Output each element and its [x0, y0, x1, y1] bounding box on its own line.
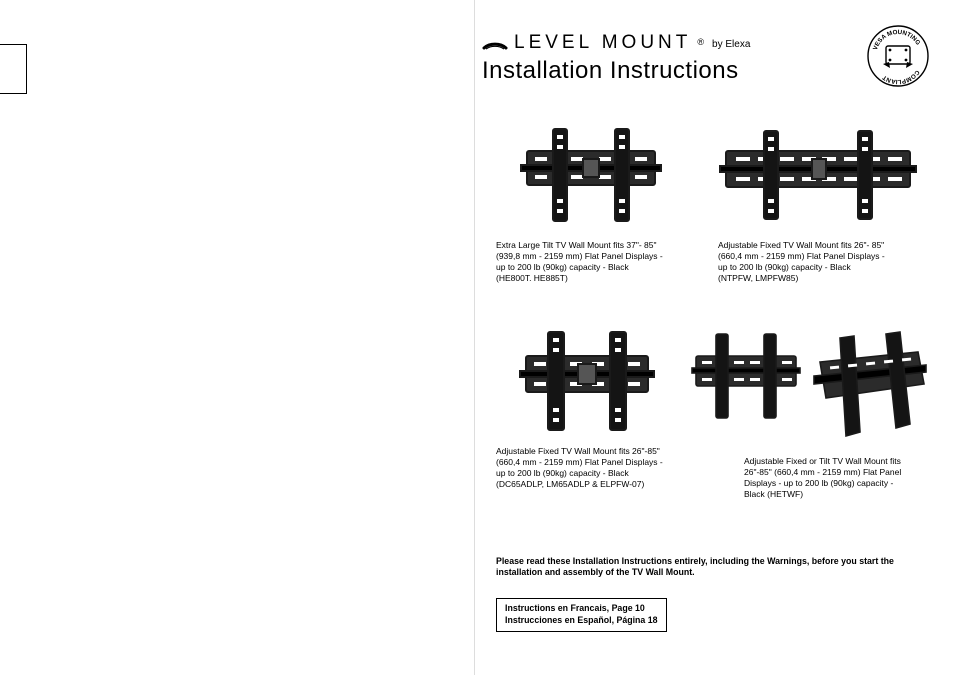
- product-3: Adjustable Fixed TV Wall Mount fits 26"-…: [496, 322, 678, 500]
- product-2-caption: Adjustable Fixed TV Wall Mount fits 26"-…: [718, 240, 888, 284]
- mount-fixed-wide-icon: [718, 121, 918, 231]
- product-4: Adjustable Fixed or Tilt TV Wall Mount f…: [688, 322, 928, 500]
- mount-fixed-icon: [512, 322, 662, 442]
- brand-byline: by Elexa: [712, 39, 750, 52]
- mount-fixed-tilt-pair-icon: [688, 322, 928, 452]
- warning-text: Please read these Installation Instructi…: [496, 556, 914, 579]
- brand-name: LEVEL MOUNT: [514, 31, 691, 55]
- product-1: Extra Large Tilt TV Wall Mount fits 37"-…: [496, 116, 686, 284]
- lang-fr: Instructions en Francais, Page 10: [505, 603, 658, 615]
- brand-logo: LEVEL MOUNT ® by Elexa: [482, 30, 908, 56]
- page-title: Installation Instructions: [482, 56, 908, 86]
- mount-tilt-icon: [511, 121, 671, 231]
- reg-mark: ®: [697, 37, 704, 48]
- lang-es: Instrucciones en Español, Página 18: [505, 615, 658, 627]
- brand-mark-icon: [482, 30, 508, 56]
- product-2: Adjustable Fixed TV Wall Mount fits 26"-…: [718, 116, 918, 284]
- page-fold: [474, 0, 475, 675]
- product-1-caption: Extra Large Tilt TV Wall Mount fits 37"-…: [496, 240, 666, 284]
- binding-tab: [0, 44, 27, 94]
- language-box: Instructions en Francais, Page 10 Instru…: [496, 598, 667, 632]
- product-3-caption: Adjustable Fixed TV Wall Mount fits 26"-…: [496, 446, 666, 490]
- product-4-caption: Adjustable Fixed or Tilt TV Wall Mount f…: [744, 456, 904, 500]
